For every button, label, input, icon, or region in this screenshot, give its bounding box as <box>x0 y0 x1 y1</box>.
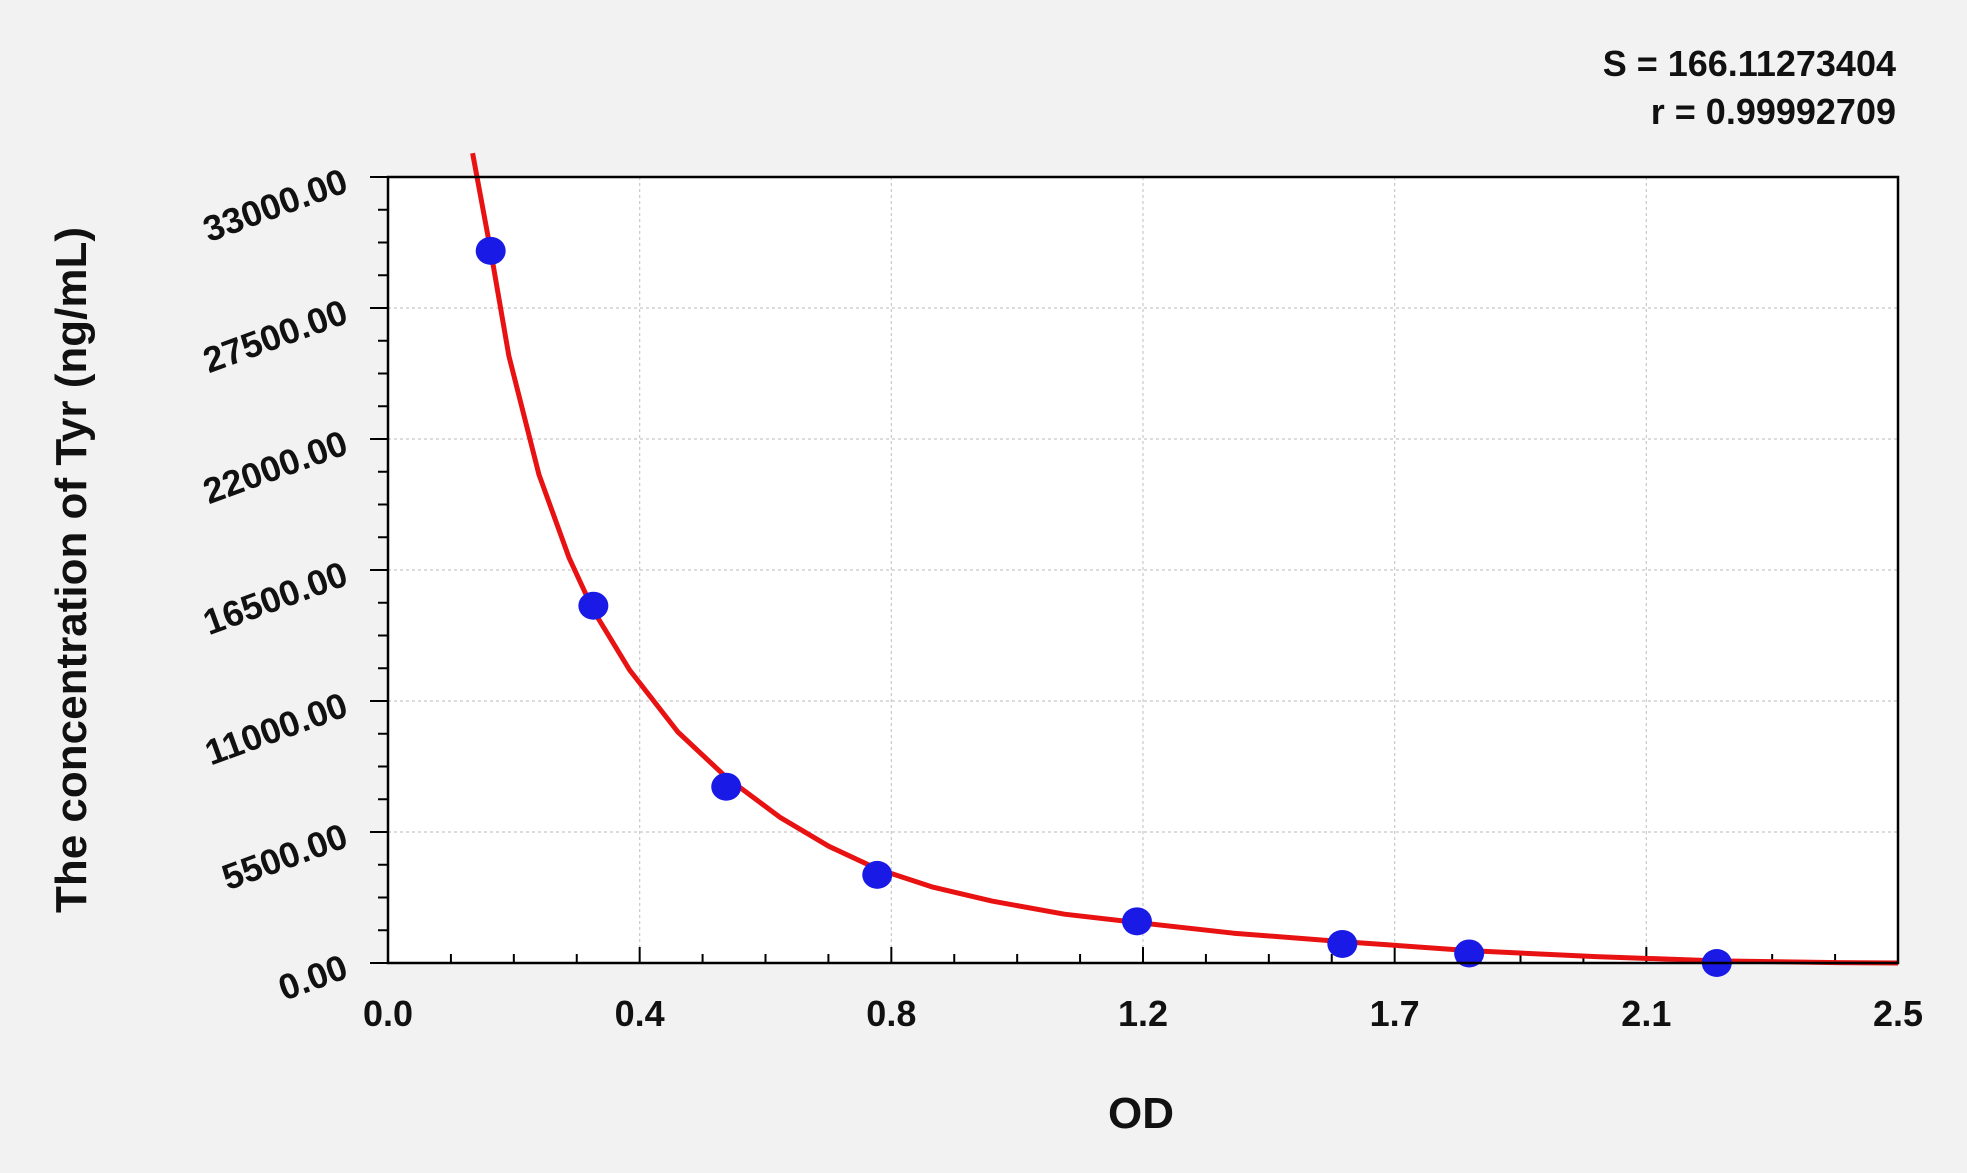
x-tick-label: 1.7 <box>1370 993 1420 1034</box>
grid <box>388 177 1898 963</box>
y-tick-label: 27500.00 <box>198 291 353 381</box>
y-tick-label: 11000.00 <box>199 684 352 773</box>
points-layer <box>475 236 1732 977</box>
data-point <box>475 236 506 265</box>
data-point <box>1454 939 1485 968</box>
stat-r-value: r = 0.99992709 <box>1651 91 1896 132</box>
x-tick-label: 0.0 <box>363 993 413 1034</box>
data-point <box>711 772 742 801</box>
y-tick-label: 33000.00 <box>198 160 353 250</box>
y-tick-labels: 0.00 5500.00 11000.00 16500.00 22000.00 27500… <box>198 160 353 1008</box>
x-tick-label: 0.8 <box>866 993 916 1034</box>
y-tick-label: 0.00 <box>273 946 353 1008</box>
plot-frame <box>386 175 1900 965</box>
x-tick-label: 1.2 <box>1118 993 1168 1034</box>
y-axis-title: The concentration of Tyr (ng/mL) <box>47 227 96 913</box>
x-axis-title: OD <box>1108 1089 1174 1138</box>
x-tick-labels: 0.0 0.4 0.8 1.2 1.7 2.1 2.5 <box>363 993 1923 1034</box>
x-tick-label: 2.5 <box>1873 993 1923 1034</box>
y-tick-label: 22000.00 <box>198 422 353 512</box>
x-tick-label: 2.1 <box>1621 993 1671 1034</box>
y-tick-label: 16500.00 <box>198 553 353 643</box>
data-point <box>862 860 893 889</box>
data-point <box>1121 907 1152 936</box>
data-point <box>578 591 609 620</box>
data-point <box>1327 929 1358 958</box>
x-tick-label: 0.4 <box>615 993 665 1034</box>
y-tick-label: 5500.00 <box>216 815 352 898</box>
stat-s-value: S = 166.11273404 <box>1603 43 1896 84</box>
